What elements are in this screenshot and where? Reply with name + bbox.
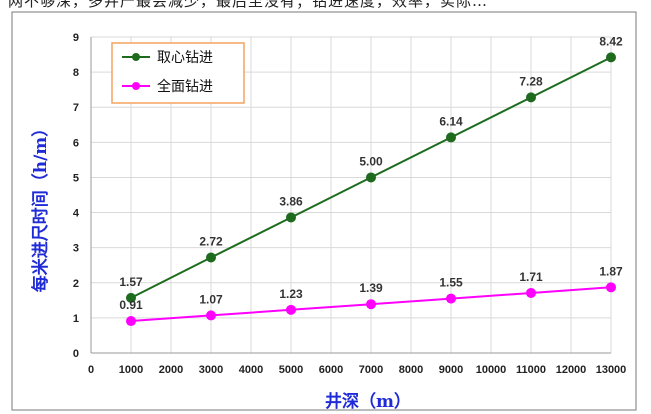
- data-point: [206, 252, 216, 263]
- data-label: 1.55: [439, 276, 463, 290]
- data-point: [606, 52, 616, 63]
- x-tick-label: 5000: [279, 364, 303, 376]
- data-point: [526, 92, 536, 103]
- x-tick-label: 0: [88, 364, 94, 376]
- x-tick-label: 7000: [359, 364, 383, 376]
- legend-label-2: 全面钻进: [157, 78, 213, 95]
- x-tick-label: 9000: [439, 364, 463, 376]
- data-point: [126, 316, 136, 327]
- data-label: 6.14: [439, 114, 463, 128]
- data-point: [286, 212, 296, 223]
- y-axis-title: 每米进尺时间（h/m）: [30, 120, 51, 293]
- data-point: [526, 287, 536, 298]
- y-tick-labels: 0 1 2 3 4 5 6 7 8 9: [73, 32, 80, 360]
- data-point: [606, 282, 616, 293]
- y-tick-label: 5: [73, 172, 79, 184]
- data-point: [286, 304, 296, 315]
- x-tick-label: 6000: [319, 364, 343, 376]
- x-tick-label: 11000: [516, 364, 546, 376]
- data-point: [446, 132, 456, 143]
- data-label: 1.07: [199, 292, 223, 306]
- data-label: 3.86: [279, 194, 303, 208]
- cropped-text: 网不够深，多井产最会减少，最后至没有；钻进速度，效率，实际…: [8, 0, 489, 10]
- x-axis-title: 井深（m）: [325, 391, 411, 412]
- y-tick-label: 6: [73, 137, 79, 149]
- data-label: 1.87: [599, 264, 623, 278]
- data-point: [126, 292, 136, 303]
- y-tick-label: 7: [73, 102, 79, 114]
- data-label: 1.71: [519, 270, 543, 284]
- chart-border: [11, 11, 637, 411]
- x-tick-label: 2000: [159, 364, 183, 376]
- legend-swatch-marker-1: [132, 53, 140, 61]
- axes: [90, 37, 611, 354]
- data-label: 1.57: [119, 275, 143, 289]
- data-point: [366, 299, 376, 310]
- y-tick-label: 1: [73, 313, 79, 325]
- legend-box: [111, 42, 245, 104]
- legend-label-1: 取心钻进: [157, 50, 213, 66]
- data-label: 2.72: [199, 234, 223, 248]
- data-point: [206, 310, 216, 321]
- y-tick-label: 2: [73, 278, 79, 290]
- x-tick-label: 3000: [199, 364, 223, 376]
- x-tick-labels: 0 1000 2000 3000 4000 5000 6000 7000 8000 9000 100…: [88, 364, 626, 376]
- series-points: [126, 52, 616, 327]
- y-tick-label: 3: [73, 243, 79, 255]
- y-tick-label: 4: [73, 208, 80, 220]
- y-tick-label: 8: [73, 67, 79, 79]
- legend: 取心钻进 全面钻进: [111, 42, 245, 104]
- x-tick-label: 4000: [239, 364, 263, 376]
- x-tick-label: 1000: [119, 364, 143, 376]
- data-label: 8.42: [599, 34, 623, 48]
- data-labels: 1.57 2.72 3.86 5.00 6.14 7.28 8.42 0.91 1.07 1.23…: [119, 34, 623, 312]
- x-tick-label: 13000: [596, 364, 627, 376]
- y-tick-label: 9: [73, 32, 79, 44]
- cropped-top-text: 网不够深，多井产最会减少，最后至没有；钻进速度，效率，实际…: [0, 0, 651, 12]
- legend-swatch-marker-2: [132, 82, 140, 90]
- data-label: 5.00: [359, 154, 383, 168]
- x-tick-label: 12000: [556, 364, 587, 376]
- x-tick-label: 8000: [399, 364, 423, 376]
- data-point: [366, 172, 376, 183]
- x-tick-label: 10000: [476, 364, 507, 376]
- data-label: 7.28: [519, 74, 543, 88]
- data-label: 1.39: [359, 281, 383, 295]
- y-tick-label: 0: [73, 348, 79, 360]
- data-label: 0.91: [119, 298, 143, 312]
- data-label: 1.23: [279, 287, 303, 301]
- data-point: [446, 293, 456, 304]
